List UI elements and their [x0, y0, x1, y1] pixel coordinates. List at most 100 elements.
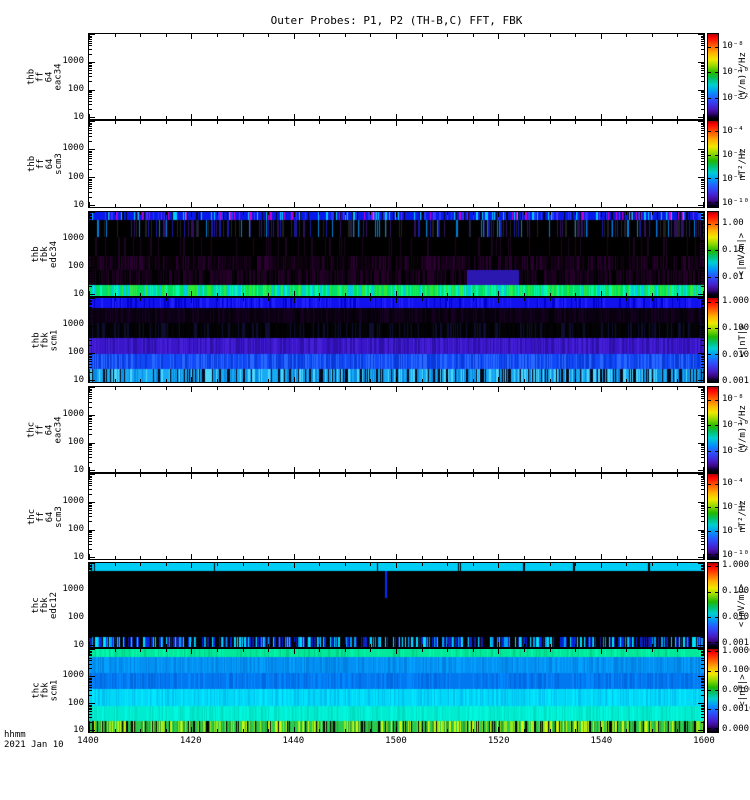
x-tick	[191, 114, 192, 119]
y-minor-tick	[701, 695, 704, 696]
x-tick	[191, 298, 192, 303]
x-tick	[268, 379, 269, 382]
x-tick	[345, 34, 346, 37]
y-minor-tick	[89, 271, 92, 272]
y-minor-tick	[701, 506, 704, 507]
x-tick	[396, 212, 397, 217]
x-tick	[626, 293, 627, 296]
y-minor-tick	[89, 593, 92, 594]
y-minor-tick	[701, 595, 704, 596]
y-tick-label: 100	[67, 697, 84, 708]
y-minor-tick	[89, 445, 92, 446]
y-minor-tick	[89, 532, 92, 533]
y-minor-tick	[701, 41, 704, 42]
x-tick	[191, 727, 192, 732]
y-minor-tick	[89, 407, 92, 408]
y-minor-tick	[701, 66, 704, 67]
x-tick	[652, 212, 653, 215]
y-minor-tick	[89, 68, 92, 69]
x-tick	[677, 379, 678, 382]
x-tick	[294, 649, 295, 654]
y-minor-tick	[701, 367, 704, 368]
y-minor-tick	[701, 241, 704, 242]
x-tick	[703, 114, 704, 119]
y-minor-tick	[701, 318, 704, 319]
x-tick	[498, 298, 499, 303]
y-minor-tick	[89, 152, 92, 153]
x-tick	[345, 729, 346, 732]
y-minor-tick	[89, 574, 92, 575]
x-tick	[677, 556, 678, 559]
y-major-tick	[698, 205, 704, 206]
y-minor-tick	[89, 572, 92, 573]
y-minor-tick	[89, 444, 92, 445]
y-major-tick	[89, 240, 95, 241]
x-tick	[473, 649, 474, 652]
y-minor-tick	[89, 45, 92, 46]
y-minor-tick	[89, 221, 92, 222]
y-minor-tick	[701, 565, 704, 566]
plot-title: Outer Probes: P1, P2 (TH-B,C) FFT, FBK	[270, 14, 523, 27]
x-tick	[396, 467, 397, 472]
y-minor-tick	[89, 184, 92, 185]
spectrogram-thb-ff-64-scm3	[88, 120, 705, 208]
y-minor-tick	[701, 215, 704, 216]
y-minor-tick	[701, 532, 704, 533]
y-minor-tick	[701, 717, 704, 718]
y-minor-tick	[89, 687, 92, 688]
y-minor-tick	[701, 54, 704, 55]
colorbar-tick	[708, 380, 711, 381]
y-minor-tick	[89, 340, 92, 341]
x-tick	[140, 116, 141, 119]
x-tick	[575, 469, 576, 472]
x-tick	[524, 116, 525, 119]
x-tick	[601, 563, 602, 568]
y-minor-tick	[89, 451, 92, 452]
x-tick	[447, 34, 448, 37]
y-minor-tick	[701, 372, 704, 373]
x-tick	[626, 116, 627, 119]
y-tick-label: 1000	[62, 584, 84, 595]
x-tick	[396, 563, 397, 568]
y-minor-tick	[701, 668, 704, 669]
y-minor-tick	[701, 313, 704, 314]
x-tick	[601, 202, 602, 207]
colorbar-tick	[708, 617, 711, 618]
y-minor-tick	[89, 505, 92, 506]
y-major-tick	[89, 676, 95, 677]
x-tick	[447, 379, 448, 382]
colorbar-unit-thb-fbk-edc34: <|mV/m|>	[736, 211, 750, 297]
x-tick	[652, 729, 653, 732]
x-tick	[319, 293, 320, 296]
colorbar-tick	[715, 554, 718, 555]
x-tick	[191, 649, 192, 654]
y-minor-tick	[701, 566, 704, 567]
y-minor-tick	[89, 268, 92, 269]
y-major-tick	[698, 380, 704, 381]
y-minor-tick	[89, 592, 92, 593]
panel-label-text: thc ff 64 scm3	[27, 505, 64, 528]
colorbar-tick	[715, 651, 718, 652]
x-tick	[370, 204, 371, 207]
panel-frame-thc-fbk-scm1	[88, 648, 705, 733]
y-minor-tick	[701, 626, 704, 627]
y-minor-tick	[701, 332, 704, 333]
y-minor-tick	[89, 578, 92, 579]
y-major-tick	[89, 212, 95, 213]
y-minor-tick	[89, 158, 92, 159]
y-minor-tick	[89, 278, 92, 279]
colorbar-tick-label: 10⁻⁸	[722, 394, 744, 405]
x-tick	[370, 644, 371, 647]
x-tick	[550, 729, 551, 732]
x-tick	[473, 121, 474, 124]
x-tick	[166, 116, 167, 119]
x-tick	[243, 298, 244, 301]
x-tick	[473, 474, 474, 477]
y-minor-tick	[89, 270, 92, 271]
y-major-tick	[698, 649, 704, 650]
panel-frame-thc-ff-64-eac34	[88, 386, 705, 473]
y-minor-tick	[701, 133, 704, 134]
x-tick	[601, 114, 602, 119]
